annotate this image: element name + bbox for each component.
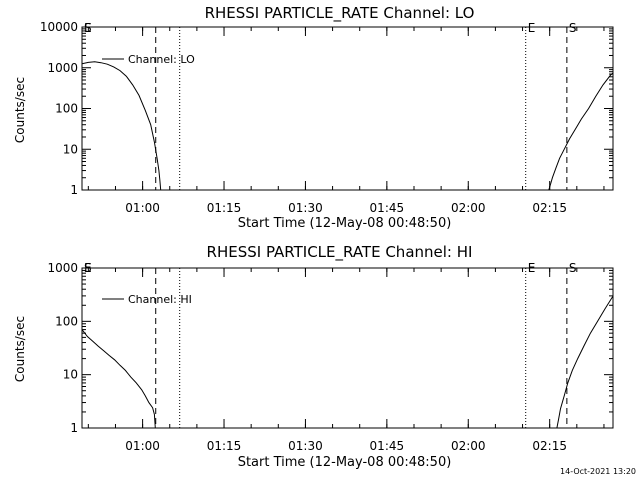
event-marker-label: E: [84, 261, 92, 275]
y-tick-label: 100: [55, 102, 78, 116]
series-line: [82, 329, 156, 428]
x-tick-label: 01:45: [370, 201, 405, 215]
y-tick-label: 10: [63, 368, 78, 382]
x-tick-label: 01:45: [370, 439, 405, 453]
x-tick-label: 01:30: [288, 439, 323, 453]
y-tick-label: 10: [63, 142, 78, 156]
series-line: [82, 61, 162, 190]
x-axis-label: Start Time (12-May-08 00:48:50): [238, 216, 452, 231]
hi-channel-panel: RHESSI PARTICLE_RATE Channel: HI Start Ti…: [13, 243, 614, 470]
event-marker-label: S: [84, 21, 92, 35]
plot-frame: [81, 26, 614, 191]
y-tick-label: 1: [70, 421, 78, 435]
event-marker-label: E: [528, 261, 536, 275]
event-marker-label: S: [84, 261, 92, 275]
y-tick-label: 10000: [40, 20, 78, 34]
footer-timestamp: 14-Oct-2021 13:20: [560, 467, 636, 476]
x-tick-label: 01:00: [125, 201, 160, 215]
series-line: [556, 295, 613, 428]
series-line: [548, 72, 613, 190]
x-tick-label: 01:15: [207, 201, 242, 215]
y-axis-label: Counts/sec: [13, 316, 27, 382]
y-tick-label: 1000: [47, 61, 78, 75]
y-tick-label: 1000: [47, 261, 78, 275]
x-tick-label: 02:15: [532, 201, 567, 215]
y-tick-label: 100: [55, 314, 78, 328]
lo-channel-panel: RHESSI PARTICLE_RATE Channel: LO Start Ti…: [13, 4, 614, 231]
x-tick-label: 01:15: [207, 439, 242, 453]
y-tick-label: 1: [70, 183, 78, 197]
x-tick-label: 02:15: [532, 439, 567, 453]
legend-label: Channel: LO: [128, 53, 195, 66]
chart-title: RHESSI PARTICLE_RATE Channel: LO: [205, 4, 475, 23]
y-axis-label: Counts/sec: [13, 77, 27, 143]
event-marker-label: S: [569, 21, 577, 35]
legend-label: Channel: HI: [128, 293, 192, 306]
x-tick-label: 02:00: [451, 439, 486, 453]
x-tick-label: 02:00: [451, 201, 486, 215]
plot-frame: [81, 267, 614, 429]
x-tick-label: 01:30: [288, 201, 323, 215]
event-marker-label: E: [84, 21, 92, 35]
event-marker-label: E: [528, 21, 536, 35]
chart-title: RHESSI PARTICLE_RATE Channel: HI: [207, 243, 473, 262]
x-axis-label: Start Time (12-May-08 00:48:50): [238, 455, 452, 470]
x-tick-label: 01:00: [125, 439, 160, 453]
event-marker-label: S: [569, 261, 577, 275]
